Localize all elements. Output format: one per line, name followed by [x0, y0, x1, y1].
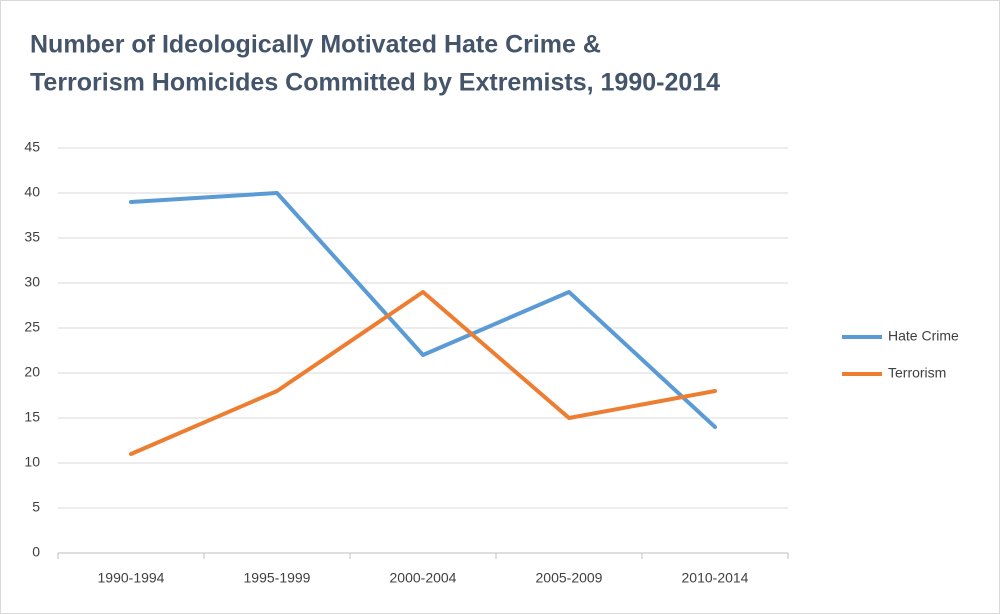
- legend-label: Terrorism: [888, 365, 946, 381]
- x-tick-label: 2005-2009: [536, 570, 603, 586]
- y-tick-label: 15: [24, 409, 40, 425]
- y-tick-label: 40: [24, 184, 40, 200]
- y-tick-label: 0: [32, 544, 40, 560]
- y-tick-label: 45: [24, 139, 40, 155]
- y-tick-label: 35: [24, 229, 40, 245]
- y-tick-label: 10: [24, 454, 40, 470]
- y-tick-label: 5: [32, 499, 40, 515]
- y-tick-label: 25: [24, 319, 40, 335]
- chart-title: Number of Ideologically Motivated Hate C…: [30, 31, 601, 59]
- series-line: [129, 191, 717, 429]
- x-tick-label: 2010-2014: [682, 570, 749, 586]
- y-tick-label: 20: [24, 364, 40, 380]
- x-tick-label: 1995-1999: [244, 570, 311, 586]
- x-tick-label: 1990-1994: [98, 570, 165, 586]
- x-tick-label: 2000-2004: [390, 570, 457, 586]
- legend-label: Hate Crime: [888, 328, 959, 344]
- y-tick-label: 30: [24, 274, 40, 290]
- chart-title: Terrorism Homicides Committed by Extremi…: [30, 69, 720, 97]
- series-line: [129, 290, 717, 456]
